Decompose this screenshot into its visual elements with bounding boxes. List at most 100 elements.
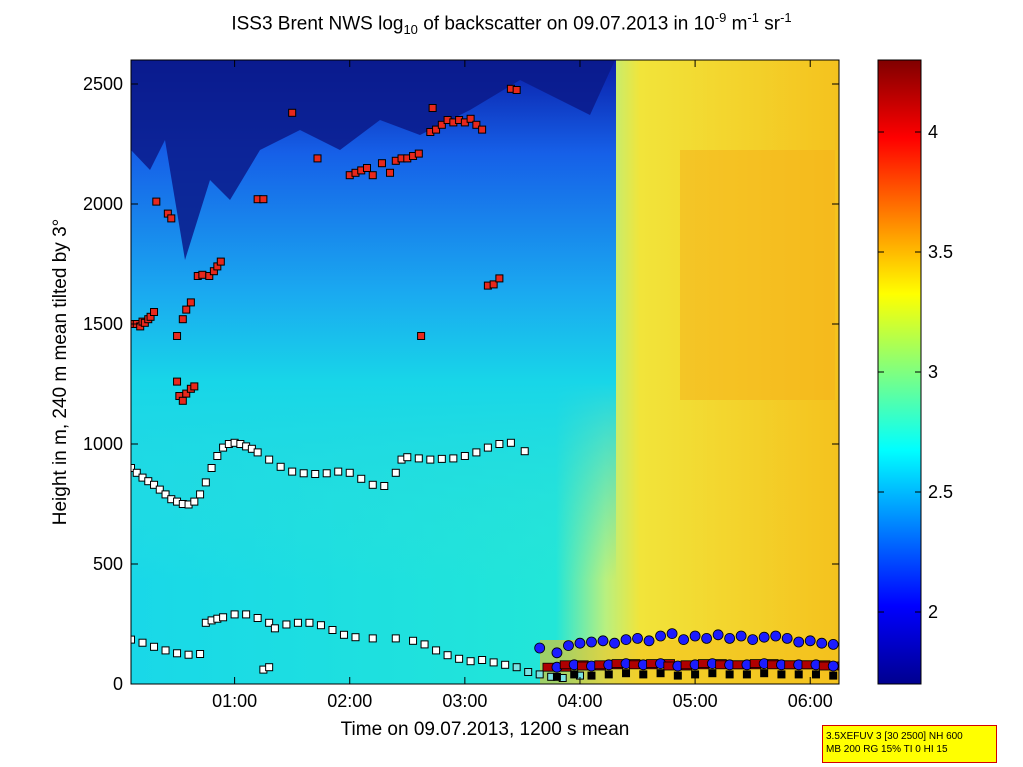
info-box-line-1: 3.5XEFUV 3 [30 2500] NH 600 bbox=[826, 731, 963, 742]
lower-boundary-marker bbox=[489, 658, 498, 667]
cloud-layer-marker bbox=[178, 315, 187, 324]
cloud-layer-marker bbox=[368, 171, 377, 180]
low-cloud-top-marker bbox=[534, 642, 546, 654]
low-cloud-top-marker bbox=[804, 635, 816, 647]
cloud-layer-marker bbox=[178, 396, 187, 405]
surface-marker bbox=[742, 670, 751, 679]
cloud-layer-marker bbox=[495, 274, 504, 283]
lower-boundary-marker bbox=[524, 668, 533, 676]
low-cloud-top-marker bbox=[666, 628, 678, 639]
low-cloud-top-marker bbox=[655, 630, 666, 642]
upper-boundary-marker bbox=[472, 448, 481, 457]
upper-boundary-marker bbox=[265, 455, 274, 464]
lower-boundary-marker bbox=[184, 650, 193, 659]
cloud-layer-marker bbox=[152, 197, 161, 206]
cloud-layer-marker bbox=[288, 108, 297, 117]
x-axis-label: Time on 09.07.2013, 1200 s mean bbox=[341, 719, 630, 740]
surface-marker bbox=[587, 671, 596, 680]
cloud-layer-marker bbox=[489, 280, 498, 289]
lower-boundary-marker bbox=[230, 610, 239, 619]
upper-boundary-marker bbox=[437, 454, 446, 463]
upper-boundary-marker bbox=[520, 447, 529, 456]
lower-boundary-marker bbox=[328, 626, 337, 634]
cloud-layer-marker bbox=[173, 377, 182, 386]
upper-boundary-marker bbox=[288, 467, 297, 476]
upper-boundary-marker bbox=[196, 490, 205, 499]
heatmap-orange-region bbox=[680, 150, 835, 400]
upper-boundary-marker bbox=[213, 452, 222, 460]
surface-marker bbox=[622, 669, 631, 678]
y-tick-label: 500 bbox=[93, 554, 123, 574]
colorbar-tick-label: 3.5 bbox=[928, 242, 953, 262]
colorbar-tick-label: 2.5 bbox=[928, 482, 953, 502]
y-tick-label: 1500 bbox=[83, 314, 123, 334]
cloud-layer-marker bbox=[432, 125, 441, 134]
y-tick-label: 2500 bbox=[83, 74, 123, 94]
title-subscript: 10 bbox=[403, 22, 418, 38]
info-box-line-2: MB 200 RG 15% TI 0 HI 15 bbox=[826, 744, 948, 755]
low-cloud-top-marker bbox=[758, 631, 770, 643]
lower-boundary-marker bbox=[219, 613, 228, 622]
cloud-layer-marker bbox=[377, 159, 386, 168]
lower-boundary-marker bbox=[242, 610, 251, 619]
surface-marker bbox=[777, 670, 786, 679]
info-box: 3.5XEFUV 3 [30 2500] NH 600 MB 200 RG 15… bbox=[822, 725, 997, 763]
title-exponent-1: -9 bbox=[714, 10, 727, 25]
lower-boundary-marker bbox=[478, 656, 487, 664]
upper-boundary-marker bbox=[253, 448, 262, 457]
lower-boundary-marker bbox=[443, 651, 452, 660]
surface-marker bbox=[794, 670, 803, 679]
lower-boundary-marker bbox=[270, 624, 279, 633]
title-exponent-2: -1 bbox=[747, 10, 759, 25]
low-cloud-top-marker bbox=[724, 633, 736, 644]
cloud-layer-marker bbox=[363, 164, 371, 172]
cloud-layer-marker bbox=[173, 332, 182, 340]
upper-boundary-marker bbox=[150, 480, 159, 489]
low-cloud-top-marker bbox=[701, 633, 713, 644]
lower-boundary-marker bbox=[131, 635, 135, 644]
upper-boundary-marker bbox=[460, 452, 469, 460]
lower-boundary-marker bbox=[351, 633, 360, 642]
heatmap-dense-top bbox=[131, 60, 615, 260]
upper-boundary-marker bbox=[132, 468, 141, 477]
low-cloud-top-marker bbox=[770, 630, 782, 642]
cloud-layer-marker bbox=[198, 270, 207, 279]
low-cloud-top-marker bbox=[586, 636, 597, 648]
cloud-layer-marker bbox=[313, 154, 322, 163]
cloud-layer-marker bbox=[216, 257, 225, 266]
cloud-layer-marker bbox=[182, 389, 191, 398]
lower-boundary-marker bbox=[150, 642, 159, 651]
lower-boundary-marker bbox=[253, 614, 262, 622]
cloud-layer-marker bbox=[182, 305, 191, 314]
low-cloud-top-marker bbox=[632, 633, 643, 644]
lower-boundary-marker bbox=[535, 670, 544, 679]
cloud-layer-marker bbox=[417, 332, 426, 340]
colorbar bbox=[877, 59, 922, 685]
surface-marker bbox=[725, 670, 734, 679]
low-cloud-top-marker bbox=[816, 637, 828, 649]
cloud-layer-marker bbox=[386, 168, 395, 177]
lower-boundary-marker bbox=[455, 654, 464, 663]
title-exponent-3: -1 bbox=[780, 10, 792, 25]
chart-title: ISS3 Brent NWS log10 of backscatter on 0… bbox=[0, 10, 1023, 37]
y-axis-label: Height in m, 240 m mean tilted by 3° bbox=[50, 219, 71, 525]
low-cloud-top-marker bbox=[712, 629, 724, 641]
lower-boundary-marker bbox=[391, 634, 400, 643]
surface-marker bbox=[691, 670, 700, 679]
upper-boundary-marker bbox=[207, 464, 216, 472]
upper-boundary-marker bbox=[391, 468, 400, 477]
low-cloud-top-marker bbox=[609, 637, 620, 649]
cloud-layer-marker bbox=[466, 114, 475, 123]
x-tick-label: 01:00 bbox=[212, 691, 257, 711]
surface-marker bbox=[811, 670, 820, 679]
colorbar-tick-label: 2 bbox=[928, 602, 938, 622]
upper-boundary-marker bbox=[190, 497, 199, 506]
upper-boundary-marker bbox=[426, 455, 435, 464]
lower-boundary-marker bbox=[138, 638, 147, 647]
upper-boundary-marker bbox=[483, 443, 492, 452]
y-axis: 0 500 1000 1500 2000 2500 bbox=[83, 74, 839, 694]
title-middle: of backscatter on 09.07.2013 in 10 bbox=[417, 13, 715, 35]
y-tick-label: 2000 bbox=[83, 194, 123, 214]
upper-boundary-marker bbox=[276, 462, 285, 471]
